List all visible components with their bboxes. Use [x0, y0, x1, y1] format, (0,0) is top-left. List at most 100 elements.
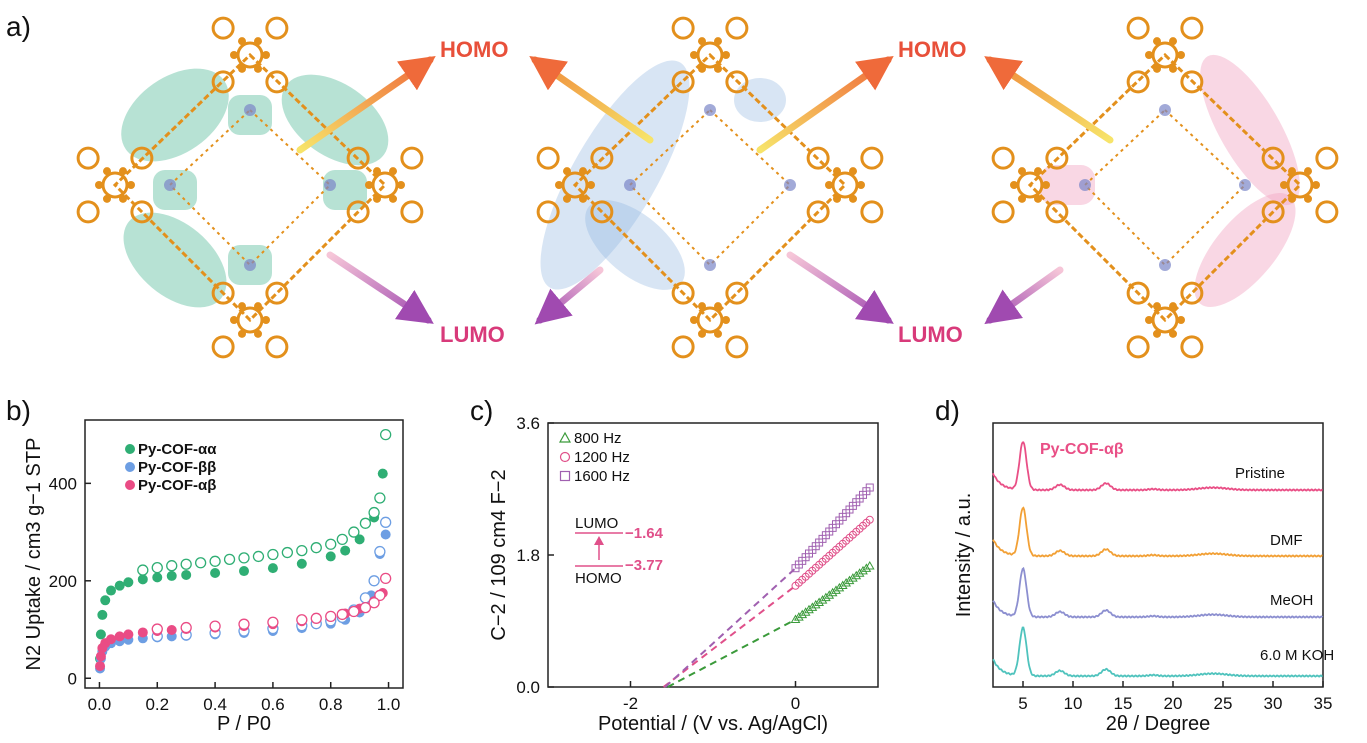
data-point [831, 585, 841, 594]
atom [1042, 181, 1050, 189]
fit-line [664, 567, 797, 688]
data-point-desorption [238, 618, 250, 630]
y-tick-label: 400 [49, 474, 77, 493]
data-point-desorption [380, 428, 392, 441]
phenyl-ring [130, 146, 154, 170]
data-point-adsorption [166, 570, 177, 581]
data-point-desorption [238, 552, 250, 564]
data-point-desorption [325, 610, 337, 623]
phenyl-ring [76, 200, 100, 224]
orbital-lobe [704, 259, 716, 271]
legend-marker [125, 444, 135, 454]
x-tick-label: 30 [1264, 694, 1283, 713]
gap-arrowhead [594, 536, 604, 545]
atom [690, 316, 698, 324]
pyrene-node [346, 146, 424, 224]
y-tick-label: 0.0 [516, 678, 540, 697]
data-point-desorption [380, 516, 392, 528]
xrd-pattern-line [992, 506, 1323, 558]
phenyl-ring [346, 146, 370, 170]
homo-label-left: HOMO [440, 37, 508, 62]
data-point-desorption [137, 564, 149, 576]
phenyl-ring [1045, 146, 1069, 170]
y-axis-label: Intensity / a.u. [953, 493, 975, 618]
x-tick-label: 20 [1164, 694, 1183, 713]
legend-label: 1600 Hz [574, 468, 630, 485]
orbital-lobe [1079, 179, 1091, 191]
linker-framework [572, 52, 848, 323]
atom [262, 51, 270, 59]
data-point [824, 590, 835, 599]
phenyl-ring [211, 335, 235, 359]
inner-linker [628, 108, 792, 267]
data-point [814, 597, 824, 606]
x-axis-label: 2θ / Degree [1106, 713, 1211, 735]
data-point [848, 573, 858, 582]
orbital-lobe [704, 104, 716, 116]
phenyl-ring [991, 200, 1015, 224]
data-point-desorption [310, 542, 322, 554]
data-point-adsorption [152, 572, 163, 583]
core-ring [371, 171, 399, 199]
panel-label-a: a) [6, 11, 31, 42]
atom [1280, 181, 1288, 189]
data-point-desorption [368, 597, 380, 609]
legend-marker [125, 480, 135, 490]
xrd-pattern-line [992, 566, 1324, 619]
phenyl-ring [1315, 200, 1339, 224]
data-point [851, 570, 862, 580]
series-label: 6.0 M KOH [1260, 647, 1334, 664]
pyrene-node [1126, 16, 1204, 94]
atom [127, 181, 135, 189]
data-point [810, 599, 821, 609]
legend-label: Py-COF-αα [138, 441, 217, 458]
data-point-desorption [368, 575, 380, 587]
data-point-desorption [380, 572, 392, 585]
data-point [817, 595, 828, 604]
x-tick-label: 1.0 [377, 695, 401, 714]
phenyl-ring [265, 16, 289, 40]
data-point-desorption [267, 616, 279, 628]
phenyl-ring [1315, 146, 1339, 170]
pyrene-node [991, 146, 1069, 224]
orbital-lobe [1239, 179, 1251, 191]
data-point [844, 575, 855, 585]
data-point-adsorption [325, 551, 336, 562]
atom [95, 181, 103, 189]
phenyl-ring [211, 16, 235, 40]
data-point-desorption [325, 538, 337, 550]
data-point [841, 578, 851, 587]
core-ring [1151, 41, 1179, 69]
phenyl-ring [265, 70, 289, 94]
panel-d-chart: 5 10 15 20 25 30 35 2θ / Degree Intensity / a.u.… [953, 422, 1334, 735]
core-ring [696, 306, 724, 334]
lumo-label-right: LUMO [898, 322, 963, 347]
orbital-lobe [244, 104, 256, 116]
data-point-adsorption [95, 661, 106, 672]
framework-3 [991, 16, 1339, 359]
core-ring [236, 306, 264, 334]
orbital-highlight [123, 212, 227, 308]
pyrene-node [76, 146, 154, 224]
y-tick-label: 1.8 [516, 546, 540, 565]
phenyl-ring [1261, 146, 1285, 170]
phenyl-ring [265, 335, 289, 359]
atom [722, 316, 730, 324]
atom [365, 181, 373, 189]
data-point-desorption [359, 601, 372, 614]
chart-title: Py-COF-αβ [1040, 441, 1124, 458]
orbital-highlight [540, 60, 690, 290]
linker-framework [112, 52, 388, 323]
atom [555, 181, 563, 189]
data-point [807, 602, 818, 611]
orbital-lobe [1159, 104, 1171, 116]
phenyl-ring [346, 200, 370, 224]
phenyl-ring [400, 146, 424, 170]
phenyl-ring [725, 335, 749, 359]
atom [825, 181, 833, 189]
phenyl-ring [671, 70, 695, 94]
core-ring [831, 171, 859, 199]
atom [397, 181, 405, 189]
data-point-adsorption [377, 468, 388, 479]
data-point [827, 587, 838, 597]
